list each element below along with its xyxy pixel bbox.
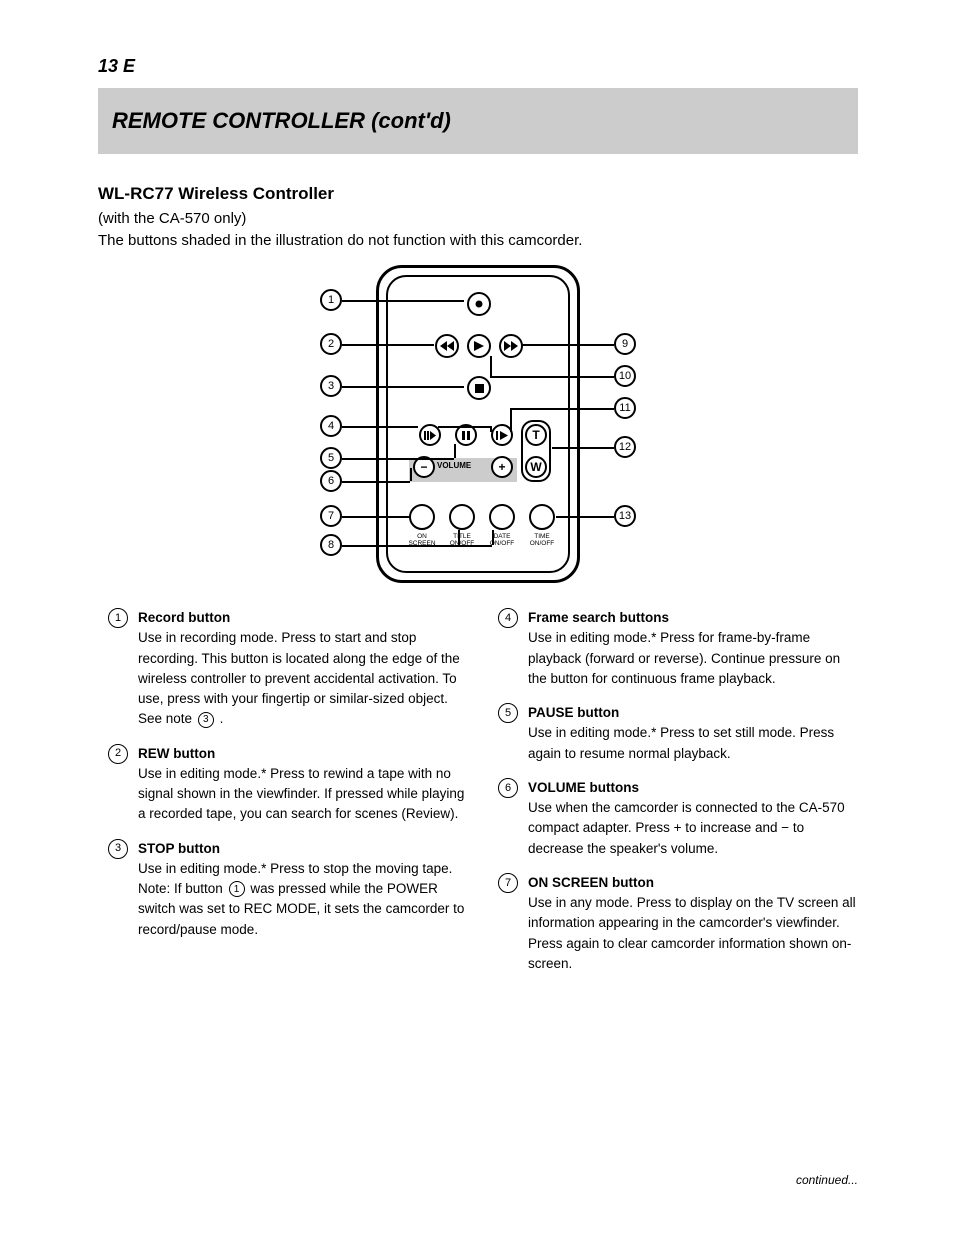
- line-4c: [490, 426, 492, 432]
- record-button: [467, 292, 491, 316]
- continued-note: continued...: [796, 1173, 858, 1187]
- desc-ref-3: 1: [229, 881, 245, 897]
- callout-8: 8: [320, 534, 342, 556]
- line-5a: [342, 458, 454, 460]
- line-6b: [410, 468, 412, 481]
- desc-body-1: Use in recording mode. Press to start an…: [138, 630, 460, 726]
- page-number: 13 E: [98, 56, 135, 77]
- desc-num-7: 7: [498, 873, 518, 893]
- callout-13: 13: [614, 505, 636, 527]
- desc-body-6: Use when the camcorder is connected to t…: [528, 800, 845, 856]
- banner: REMOTE CONTROLLER (cont'd): [98, 88, 858, 154]
- banner-title: REMOTE CONTROLLER (cont'd): [112, 108, 451, 134]
- stop-icon: [475, 384, 484, 393]
- line-9: [522, 344, 614, 346]
- vol-plus-button: +: [491, 456, 513, 478]
- callout-1: 1: [320, 289, 342, 311]
- section-subtitle: (with the CA-570 only): [98, 210, 246, 227]
- onscreen-button: [409, 504, 435, 530]
- desc-title-2: REW button: [138, 746, 215, 761]
- desc-body-2: Use in editing mode.* Press to rewind a …: [138, 766, 464, 822]
- line-10b: [490, 356, 492, 376]
- line-2: [342, 344, 434, 346]
- desc-title-4: Frame search buttons: [528, 610, 669, 625]
- section-subnote: The buttons shaded in the illustration d…: [98, 232, 582, 249]
- desc-item-3: 3 STOP button Use in editing mode.* Pres…: [108, 839, 468, 940]
- stop-button: [467, 376, 491, 400]
- time-label: TIMEON/OFF: [525, 533, 559, 547]
- ff-button: [499, 334, 523, 358]
- time-button: [529, 504, 555, 530]
- ff-icon: [504, 341, 518, 351]
- line-13: [556, 516, 614, 518]
- play-button: [467, 334, 491, 358]
- line-11b: [510, 408, 512, 432]
- desc-body-5: Use in editing mode.* Press to set still…: [528, 725, 834, 760]
- callout-6: 6: [320, 470, 342, 492]
- desc-title-5: PAUSE button: [528, 705, 619, 720]
- remote-outline: T W − + VOLUME ONSCREEN TITLEON/OFF DATE…: [376, 265, 580, 583]
- desc-title-6: VOLUME buttons: [528, 780, 639, 795]
- line-7: [342, 516, 410, 518]
- record-icon: [474, 299, 484, 309]
- callout-5: 5: [320, 447, 342, 469]
- callout-9: 9: [614, 333, 636, 355]
- desc-body-4: Use in editing mode.* Press for frame-by…: [528, 630, 840, 686]
- pause-icon: [462, 431, 470, 440]
- zoom-t-button: T: [525, 424, 547, 446]
- rew-icon: [440, 341, 454, 351]
- callout-2: 2: [320, 333, 342, 355]
- line-10a: [490, 376, 614, 378]
- line-6: [342, 481, 410, 483]
- desc-item-1: 1 Record button Use in recording mode. P…: [108, 608, 468, 730]
- line-5b: [454, 444, 456, 458]
- desc-item-2: 2 REW button Use in editing mode.* Press…: [108, 744, 468, 825]
- desc-title-1: Record button: [138, 610, 230, 625]
- desc-item-4: 4 Frame search buttons Use in editing mo…: [498, 608, 858, 689]
- callout-10: 10: [614, 365, 636, 387]
- desc-num-6: 6: [498, 778, 518, 798]
- date-button: [489, 504, 515, 530]
- line-4b: [438, 426, 490, 428]
- line-3: [342, 386, 464, 388]
- desc-num-5: 5: [498, 703, 518, 723]
- callout-4: 4: [320, 415, 342, 437]
- desc-item-5: 5 PAUSE button Use in editing mode.* Pre…: [498, 703, 858, 764]
- desc-num-4: 4: [498, 608, 518, 628]
- volume-label: VOLUME: [437, 461, 471, 470]
- line-1: [342, 300, 464, 302]
- callout-3: 3: [320, 375, 342, 397]
- desc-left-col: 1 Record button Use in recording mode. P…: [108, 608, 468, 954]
- desc-body-1b: .: [220, 711, 224, 726]
- line-11a: [510, 408, 614, 410]
- desc-item-7: 7 ON SCREEN button Use in any mode. Pres…: [498, 873, 858, 974]
- desc-num-2: 2: [108, 744, 128, 764]
- line-4a: [342, 426, 418, 428]
- title-button: [449, 504, 475, 530]
- line-12: [552, 447, 614, 449]
- line-8a: [342, 545, 492, 547]
- callout-12: 12: [614, 436, 636, 458]
- slow-rev-icon: [424, 431, 436, 440]
- rew-button: [435, 334, 459, 358]
- play-icon: [474, 341, 484, 351]
- zoom-w-button: W: [525, 456, 547, 478]
- desc-num-1: 1: [108, 608, 128, 628]
- desc-ref-1: 3: [198, 712, 214, 728]
- desc-num-3: 3: [108, 839, 128, 859]
- callout-7: 7: [320, 505, 342, 527]
- desc-title-7: ON SCREEN button: [528, 875, 654, 890]
- desc-body-7: Use in any mode. Press to display on the…: [528, 895, 856, 971]
- slow-fwd-icon: [496, 431, 508, 440]
- line-8c: [492, 530, 494, 545]
- desc-item-6: 6 VOLUME buttons Use when the camcorder …: [498, 778, 858, 859]
- section-title: WL-RC77 Wireless Controller: [98, 184, 334, 204]
- desc-title-3: STOP button: [138, 841, 220, 856]
- desc-right-col: 4 Frame search buttons Use in editing mo…: [498, 608, 858, 988]
- line-8b: [458, 530, 460, 545]
- callout-11: 11: [614, 397, 636, 419]
